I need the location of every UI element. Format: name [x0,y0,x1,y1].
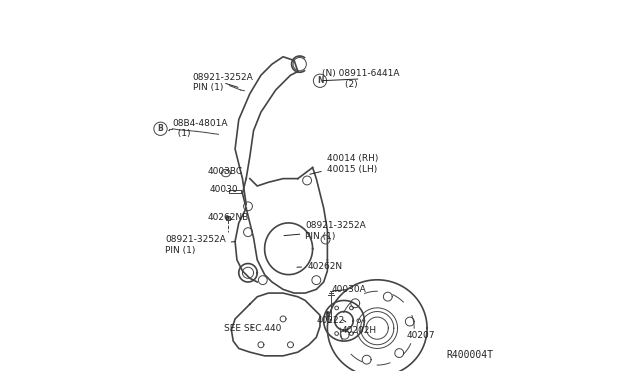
Text: 08B4-4801A
  (1): 08B4-4801A (1) [168,119,228,138]
Text: 40262NB: 40262NB [207,213,248,222]
Text: 08921-3252A
PIN (1): 08921-3252A PIN (1) [193,73,253,92]
Text: 40030A: 40030A [331,285,366,294]
Text: 40262N: 40262N [297,262,342,271]
Text: (N) 08911-6441A
        (2): (N) 08911-6441A (2) [322,69,399,89]
Text: 40014 (RH)
40015 (LH): 40014 (RH) 40015 (LH) [310,154,378,174]
Text: 08921-3252A
PIN (1): 08921-3252A PIN (1) [284,221,366,241]
Text: 40222: 40222 [316,312,344,325]
Bar [226,215,230,220]
Text: B: B [157,124,163,133]
Text: N: N [317,76,323,85]
Text: SEE SEC.440: SEE SEC.440 [224,324,282,333]
Text: 4003BC: 4003BC [207,167,243,176]
Text: R400004T: R400004T [447,350,493,359]
Text: 40207: 40207 [407,328,435,340]
Text: 40030: 40030 [209,185,238,194]
Text: 40202H: 40202H [341,320,376,335]
Text: 08921-3252A
PIN (1): 08921-3252A PIN (1) [165,235,236,255]
